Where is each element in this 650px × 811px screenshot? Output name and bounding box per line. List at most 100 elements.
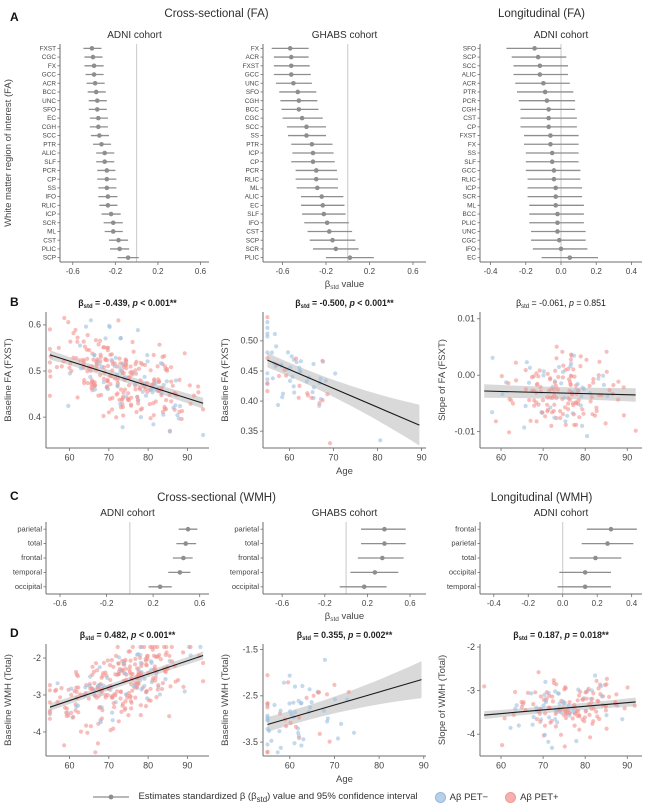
svg-text:0.0: 0.0 bbox=[557, 599, 569, 608]
svg-text:SCP: SCP bbox=[463, 54, 476, 61]
svg-text:CGC: CGC bbox=[42, 54, 57, 61]
svg-text:CP: CP bbox=[47, 176, 56, 183]
svg-text:SS: SS bbox=[250, 133, 259, 140]
svg-text:BCC: BCC bbox=[246, 107, 260, 114]
svg-text:70: 70 bbox=[104, 761, 114, 771]
forest-plot-cs-fa-adni: ADNI cohort FXST CGC FX GCC ACR BCC UNC SFO EC CGH… bbox=[0, 24, 217, 292]
svg-text:-0.6: -0.6 bbox=[66, 267, 80, 276]
svg-text:SCC: SCC bbox=[463, 63, 477, 70]
ci-line-icon bbox=[93, 795, 130, 800]
svg-text:60: 60 bbox=[496, 761, 506, 771]
svg-text:PTR: PTR bbox=[246, 141, 259, 148]
svg-text:ADNI cohort: ADNI cohort bbox=[534, 30, 589, 41]
svg-text:70: 70 bbox=[328, 453, 338, 463]
svg-text:PCR: PCR bbox=[463, 98, 477, 105]
group-title-cross-sectional-wmh: Cross-sectional (WMH) bbox=[157, 492, 276, 504]
svg-text:UNC: UNC bbox=[462, 229, 476, 236]
legend-group-pet-negative: Aβ PET− bbox=[434, 791, 488, 803]
svg-text:-0.6: -0.6 bbox=[276, 267, 290, 276]
svg-text:ALIC: ALIC bbox=[462, 72, 477, 79]
svg-text:-0.6: -0.6 bbox=[275, 599, 289, 608]
svg-text:IFO: IFO bbox=[45, 194, 56, 201]
group-title-cross-sectional-fa: Cross-sectional (FA) bbox=[164, 8, 269, 20]
scatter-plot-baseline-fa-ghabs: 60 70 80 90 0.35 0.40 0.45 0.50 Age Baseline FA (… bbox=[217, 296, 434, 480]
svg-text:60: 60 bbox=[65, 453, 75, 463]
svg-text:RLIC: RLIC bbox=[244, 176, 259, 183]
svg-text:SFO: SFO bbox=[246, 89, 259, 96]
svg-text:UNC: UNC bbox=[245, 80, 259, 87]
svg-text:-4: -4 bbox=[467, 729, 475, 739]
svg-text:0.0: 0.0 bbox=[555, 267, 567, 276]
pet-positive-label: Aβ PET+ bbox=[520, 791, 559, 803]
svg-text:PLIC: PLIC bbox=[245, 255, 260, 262]
legend-estimate-label: Estimates standardized β (βstd) value an… bbox=[138, 791, 418, 804]
svg-text:CGH: CGH bbox=[245, 98, 260, 105]
svg-text:60: 60 bbox=[285, 761, 295, 771]
svg-text:-0.6: -0.6 bbox=[53, 599, 67, 608]
svg-text:-1.5: -1.5 bbox=[242, 644, 258, 654]
svg-text:60: 60 bbox=[284, 453, 294, 463]
svg-text:GHABS cohort: GHABS cohort bbox=[312, 508, 378, 519]
svg-text:0.50: 0.50 bbox=[240, 336, 258, 346]
forest-plot-cs-fa-ghabs: GHABS cohort FX ACR FXST GCC UNC SFO CGH BCC CGC S… bbox=[217, 24, 434, 292]
svg-text:0.4: 0.4 bbox=[28, 412, 41, 422]
svg-text:-4: -4 bbox=[33, 727, 41, 737]
svg-text:total: total bbox=[245, 539, 260, 548]
svg-text:90: 90 bbox=[622, 453, 632, 463]
svg-text:SS: SS bbox=[47, 185, 56, 192]
group-title-longitudinal-fa: Longitudinal (FA) bbox=[498, 8, 585, 20]
pet-positive-dot-icon bbox=[505, 791, 517, 803]
svg-text:βstd = 0.355, p = 0.002**: βstd = 0.355, p = 0.002** bbox=[297, 630, 393, 642]
svg-text:0.2: 0.2 bbox=[592, 599, 604, 608]
svg-text:FX: FX bbox=[251, 45, 260, 52]
svg-text:CP: CP bbox=[250, 159, 259, 166]
svg-text:SCP: SCP bbox=[43, 255, 56, 262]
svg-text:IFO: IFO bbox=[248, 220, 259, 227]
svg-text:SLF: SLF bbox=[247, 211, 259, 218]
svg-text:-2: -2 bbox=[467, 642, 475, 652]
svg-text:SCR: SCR bbox=[43, 220, 57, 227]
svg-text:SLF: SLF bbox=[44, 159, 56, 166]
svg-text:90: 90 bbox=[182, 761, 192, 771]
svg-text:GHABS cohort: GHABS cohort bbox=[312, 30, 378, 41]
svg-text:70: 70 bbox=[538, 453, 548, 463]
svg-text:ADNI cohort: ADNI cohort bbox=[534, 508, 589, 519]
svg-text:Baseline WMH (Total): Baseline WMH (Total) bbox=[220, 654, 231, 746]
svg-text:FX: FX bbox=[468, 141, 477, 148]
svg-text:ACR: ACR bbox=[43, 80, 57, 87]
svg-text:SFO: SFO bbox=[43, 107, 56, 114]
svg-text:ML: ML bbox=[250, 185, 259, 192]
svg-text:80: 80 bbox=[374, 761, 384, 771]
svg-text:SCC: SCC bbox=[246, 124, 260, 131]
svg-text:Baseline FA (FXST): Baseline FA (FXST) bbox=[3, 338, 14, 421]
svg-text:EC: EC bbox=[47, 115, 56, 122]
svg-text:βstd = -0.500, p < 0.001**: βstd = -0.500, p < 0.001** bbox=[295, 298, 394, 310]
svg-text:0.45: 0.45 bbox=[240, 366, 258, 376]
panel-label-c: C bbox=[10, 489, 19, 503]
svg-text:-3: -3 bbox=[467, 685, 475, 695]
svg-text:Slope of FA (FSXT): Slope of FA (FSXT) bbox=[437, 339, 448, 421]
svg-text:White matter region of interes: White matter region of interest (FA) bbox=[3, 79, 14, 227]
svg-text:CGH: CGH bbox=[42, 124, 57, 131]
svg-text:SCC: SCC bbox=[43, 133, 57, 140]
svg-text:occipital: occipital bbox=[232, 582, 259, 591]
svg-text:GCC: GCC bbox=[42, 72, 57, 79]
svg-text:-0.4: -0.4 bbox=[484, 267, 498, 276]
svg-text:SCR: SCR bbox=[463, 194, 477, 201]
row-a-charts: ADNI cohort FXST CGC FX GCC ACR BCC UNC SFO EC CGH… bbox=[0, 24, 650, 292]
svg-text:ML: ML bbox=[47, 229, 56, 236]
svg-text:PLIC: PLIC bbox=[42, 246, 57, 253]
forest-plot-cs-wmh-ghabs: GHABS cohort parietal total frontal temporal… bbox=[217, 506, 434, 624]
svg-text:βstd = 0.482, p < 0.001**: βstd = 0.482, p < 0.001** bbox=[80, 630, 176, 642]
row-c-group-titles: Cross-sectional (WMH) Longitudinal (WMH) bbox=[0, 492, 650, 504]
svg-text:PLIC: PLIC bbox=[462, 220, 477, 227]
svg-text:total: total bbox=[28, 539, 43, 548]
svg-text:PTR: PTR bbox=[43, 141, 56, 148]
svg-text:ADNI cohort: ADNI cohort bbox=[107, 30, 162, 41]
svg-text:occipital: occipital bbox=[15, 582, 42, 591]
row-a-group-titles: Cross-sectional (FA) Longitudinal (FA) bbox=[0, 8, 650, 20]
svg-text:ICP: ICP bbox=[248, 150, 259, 157]
svg-text:parietal: parietal bbox=[234, 524, 259, 533]
svg-text:SFO: SFO bbox=[463, 45, 476, 52]
svg-text:0.01: 0.01 bbox=[457, 314, 475, 324]
